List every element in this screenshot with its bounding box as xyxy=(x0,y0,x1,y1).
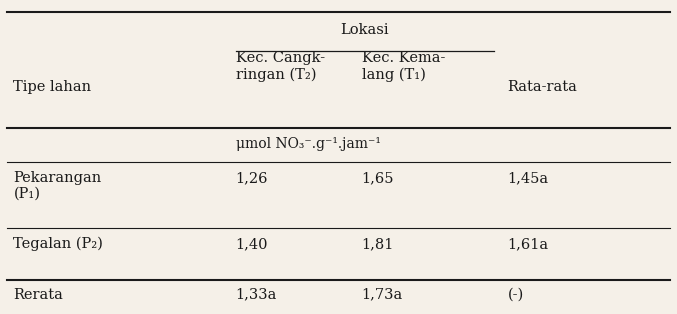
Text: 1,26: 1,26 xyxy=(236,171,268,185)
Text: Tipe lahan: Tipe lahan xyxy=(14,80,91,94)
Text: 1,40: 1,40 xyxy=(236,237,268,251)
Text: Kec. Kema-
lang (T₁): Kec. Kema- lang (T₁) xyxy=(362,51,445,82)
Text: 1,33a: 1,33a xyxy=(236,288,277,302)
Text: Tegalan (P₂): Tegalan (P₂) xyxy=(14,237,104,252)
Text: Kec. Cangk-
ringan (T₂): Kec. Cangk- ringan (T₂) xyxy=(236,51,325,82)
Text: Lokasi: Lokasi xyxy=(341,23,389,37)
Text: Rerata: Rerata xyxy=(14,288,63,302)
Text: 1,45a: 1,45a xyxy=(508,171,549,185)
Text: 1,61a: 1,61a xyxy=(508,237,549,251)
Text: (-): (-) xyxy=(508,288,524,302)
Text: Pekarangan
(P₁): Pekarangan (P₁) xyxy=(14,171,102,201)
Text: 1,73a: 1,73a xyxy=(362,288,403,302)
Text: 1,81: 1,81 xyxy=(362,237,394,251)
Text: μmol NO₃⁻.g⁻¹.jam⁻¹: μmol NO₃⁻.g⁻¹.jam⁻¹ xyxy=(236,137,380,151)
Text: Rata-rata: Rata-rata xyxy=(508,80,577,94)
Text: 1,65: 1,65 xyxy=(362,171,394,185)
